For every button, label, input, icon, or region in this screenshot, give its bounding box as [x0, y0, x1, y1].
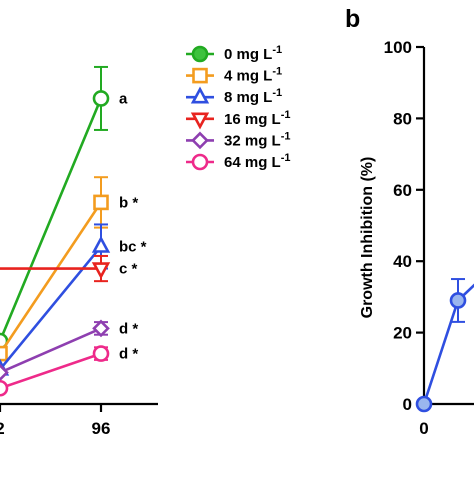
- series-3: c *: [0, 254, 138, 283]
- data-point-marker: [91, 262, 111, 280]
- series-5: d *: [0, 345, 138, 397]
- data-point-marker: [91, 235, 111, 253]
- series-line: [422, 283, 474, 405]
- significance-label: bc *: [119, 239, 147, 256]
- series-line: [0, 245, 103, 372]
- series-line: [0, 352, 102, 390]
- series-0: a: [0, 65, 128, 350]
- legend-item: 32 mg L-1: [186, 130, 290, 149]
- panel-a: 2 96 a b * bc * c * d * d *: [0, 65, 158, 438]
- data-point-marker: [0, 379, 9, 397]
- data-point-marker: [92, 345, 110, 362]
- data-point-marker: [92, 90, 110, 107]
- legend-label: 8 mg L-1: [224, 87, 282, 106]
- data-point-marker: [449, 292, 467, 309]
- legend-marker: [191, 131, 209, 150]
- series-1: b *: [0, 176, 138, 362]
- legend-marker: [191, 153, 209, 171]
- legend-marker: [192, 67, 208, 84]
- significance-label: d *: [119, 346, 138, 363]
- legend-label: 16 mg L-1: [224, 109, 290, 128]
- legend-marker: [191, 45, 209, 63]
- data-point-marker: [0, 363, 9, 382]
- legend-label: 0 mg L-1: [224, 44, 282, 63]
- legend-item: 0 mg L-1: [186, 44, 282, 63]
- panel-b-y-tick-label: 60: [393, 181, 412, 200]
- panel-b: b 0 20 40 60 80 100 0 Growth Inhibition (%): [345, 5, 474, 438]
- series-line: [0, 327, 102, 374]
- panel-b-x-tick-label: 0: [419, 419, 428, 438]
- legend-marker: [190, 112, 210, 130]
- legend-item: 4 mg L-1: [186, 66, 282, 85]
- data-point-marker: [93, 194, 109, 211]
- legend-label: 32 mg L-1: [224, 130, 290, 149]
- legend-marker: [190, 86, 210, 104]
- panel-b-y-tick-label: 20: [393, 324, 412, 343]
- legend-item: 8 mg L-1: [186, 86, 282, 106]
- panel-b-y-tick-label: 40: [393, 252, 412, 271]
- legend-item: 16 mg L-1: [186, 109, 290, 130]
- legend-label: 4 mg L-1: [224, 66, 282, 85]
- series-line: [0, 201, 103, 356]
- data-point-marker: [415, 395, 433, 413]
- significance-label: a: [119, 90, 128, 107]
- significance-label: c *: [119, 261, 138, 278]
- legend: 0 mg L-1 4 mg L-1 8 mg L-1 16 mg L-1 32 mg L…: [186, 44, 290, 171]
- panel-b-y-tick-label: 100: [384, 38, 412, 57]
- legend-item: 64 mg L-1: [186, 152, 290, 171]
- panel-b-y-tick-label: 0: [403, 395, 412, 414]
- significance-label: d *: [119, 320, 138, 337]
- panel-b-y-axis-title: Growth Inhibition (%): [359, 157, 376, 319]
- panel-a-x-tick-label: 96: [92, 419, 111, 438]
- series-line: [0, 97, 103, 345]
- legend-label: 64 mg L-1: [224, 152, 290, 171]
- significance-label: b *: [119, 194, 138, 211]
- panel-a-x-tick-label: 2: [0, 419, 5, 438]
- data-point-marker: [0, 345, 8, 362]
- panel-b-series: [415, 278, 474, 413]
- panel-b-y-tick-label: 80: [393, 109, 412, 128]
- panel-b-label: b: [345, 5, 360, 33]
- series-4: d *: [0, 319, 138, 382]
- data-point-marker: [92, 319, 110, 338]
